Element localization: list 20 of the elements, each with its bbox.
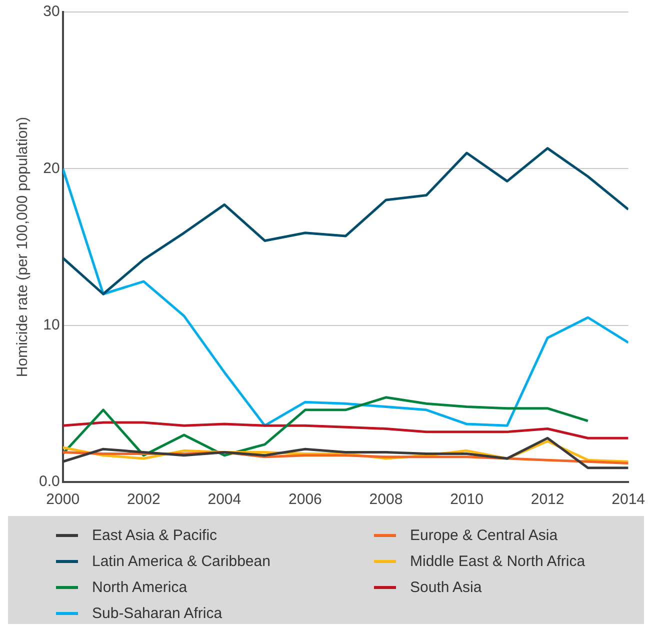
- legend-label: South Asia: [410, 578, 482, 596]
- y-tick-label: 0.0: [38, 473, 60, 490]
- y-tick-label: 20: [43, 160, 60, 177]
- x-tick-label: 2002: [126, 491, 160, 508]
- x-tick-label: 2000: [46, 491, 80, 508]
- x-tick-label: 2006: [288, 491, 322, 508]
- legend-label: Middle East & North Africa: [410, 552, 586, 570]
- legend-label: East Asia & Pacific: [92, 526, 218, 544]
- x-tick-label: 2008: [369, 491, 403, 508]
- y-tick-label: 10: [43, 316, 60, 334]
- x-tick-label: 2012: [530, 491, 564, 508]
- x-tick-label: 2010: [450, 491, 484, 508]
- x-tick-label: 2004: [208, 491, 242, 508]
- y-axis-title: Homicide rate (per 100,000 population): [14, 116, 32, 378]
- legend-label: North America: [92, 578, 188, 596]
- x-tick-label: 2014: [612, 491, 646, 508]
- legend-label: Sub-Saharan Africa: [92, 604, 222, 622]
- legend-label: Latin America & Caribbean: [92, 552, 270, 570]
- y-tick-label: 30: [43, 3, 60, 20]
- legend-label: Europe & Central Asia: [410, 526, 558, 544]
